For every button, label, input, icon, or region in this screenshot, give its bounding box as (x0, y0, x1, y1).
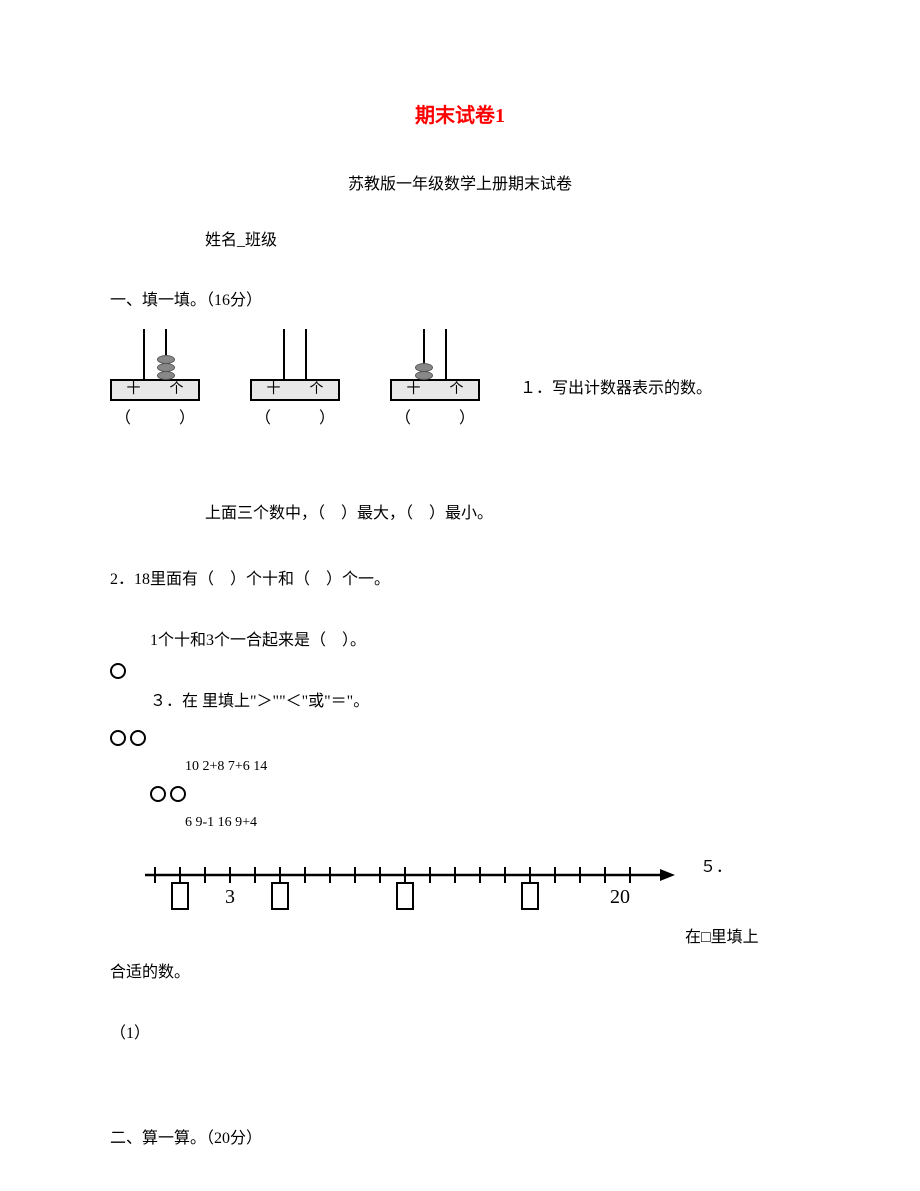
abacus-3: 十 个 （ ） (390, 324, 480, 432)
svg-text:20: 20 (610, 886, 630, 908)
q3-line1: 10 2+8 7+6 14 (185, 756, 810, 778)
circle-icon (110, 663, 126, 679)
q3-line2: 6 9-1 16 9+4 (185, 812, 810, 834)
abacus-3-answer: （ ） (395, 406, 475, 432)
main-title: 期末试卷1 (110, 100, 810, 132)
abacus-group: 十 个 （ ） 十 个 （ ） (110, 324, 480, 432)
subtitle: 苏教版一年级数学上册期末试卷 (110, 172, 810, 198)
abacus-2-answer: （ ） (255, 406, 335, 432)
svg-text:3: 3 (225, 886, 235, 908)
section-2-heading: 二、算一算。（20分） (110, 1126, 810, 1152)
number-line: 3 20 (140, 855, 680, 915)
tens-label: 十 (267, 379, 281, 401)
ones-label: 个 (170, 379, 184, 401)
q2-text: 2．18里面有（ ）个十和（ ）个一。 (110, 567, 810, 593)
circle-icon (170, 786, 186, 802)
abacus-row: 十 个 （ ） 十 个 （ ） (110, 324, 810, 432)
q3-instruction: ３．在 里填上"＞""＜"或"＝"。 (150, 689, 810, 715)
q2-sub: 1个十和3个一合起来是（ ）。 (150, 628, 810, 654)
section-1-heading: 一、填一填。（16分） (110, 288, 810, 314)
q1-instruction: １．写出计数器表示的数。 (520, 376, 712, 432)
circle-icon (130, 730, 146, 746)
name-class-line: 姓名_班级 (205, 228, 810, 254)
q5-fill: 合适的数。 (110, 960, 810, 986)
ones-label: 个 (450, 379, 464, 401)
abacus-1-answer: （ ） (115, 406, 195, 432)
circle-icon (150, 786, 166, 802)
double-circle-row-1 (110, 730, 810, 746)
number-line-wrapper: 3 20 ５． (110, 855, 810, 915)
abacus-1: 十 个 （ ） (110, 324, 200, 432)
q1-compare: 上面三个数中，（ ）最大，（ ）最小。 (205, 501, 810, 527)
single-circle-row (110, 663, 810, 679)
q5-sub: 在□里填上 (685, 925, 810, 951)
double-circle-row-2 (150, 786, 810, 802)
ones-label: 个 (310, 379, 324, 401)
tens-label: 十 (407, 379, 421, 401)
abacus-2: 十 个 （ ） (250, 324, 340, 432)
q5-label: ５． (700, 855, 732, 881)
tens-label: 十 (127, 379, 141, 401)
q5-item1: （1） (110, 1021, 810, 1047)
circle-icon (110, 730, 126, 746)
